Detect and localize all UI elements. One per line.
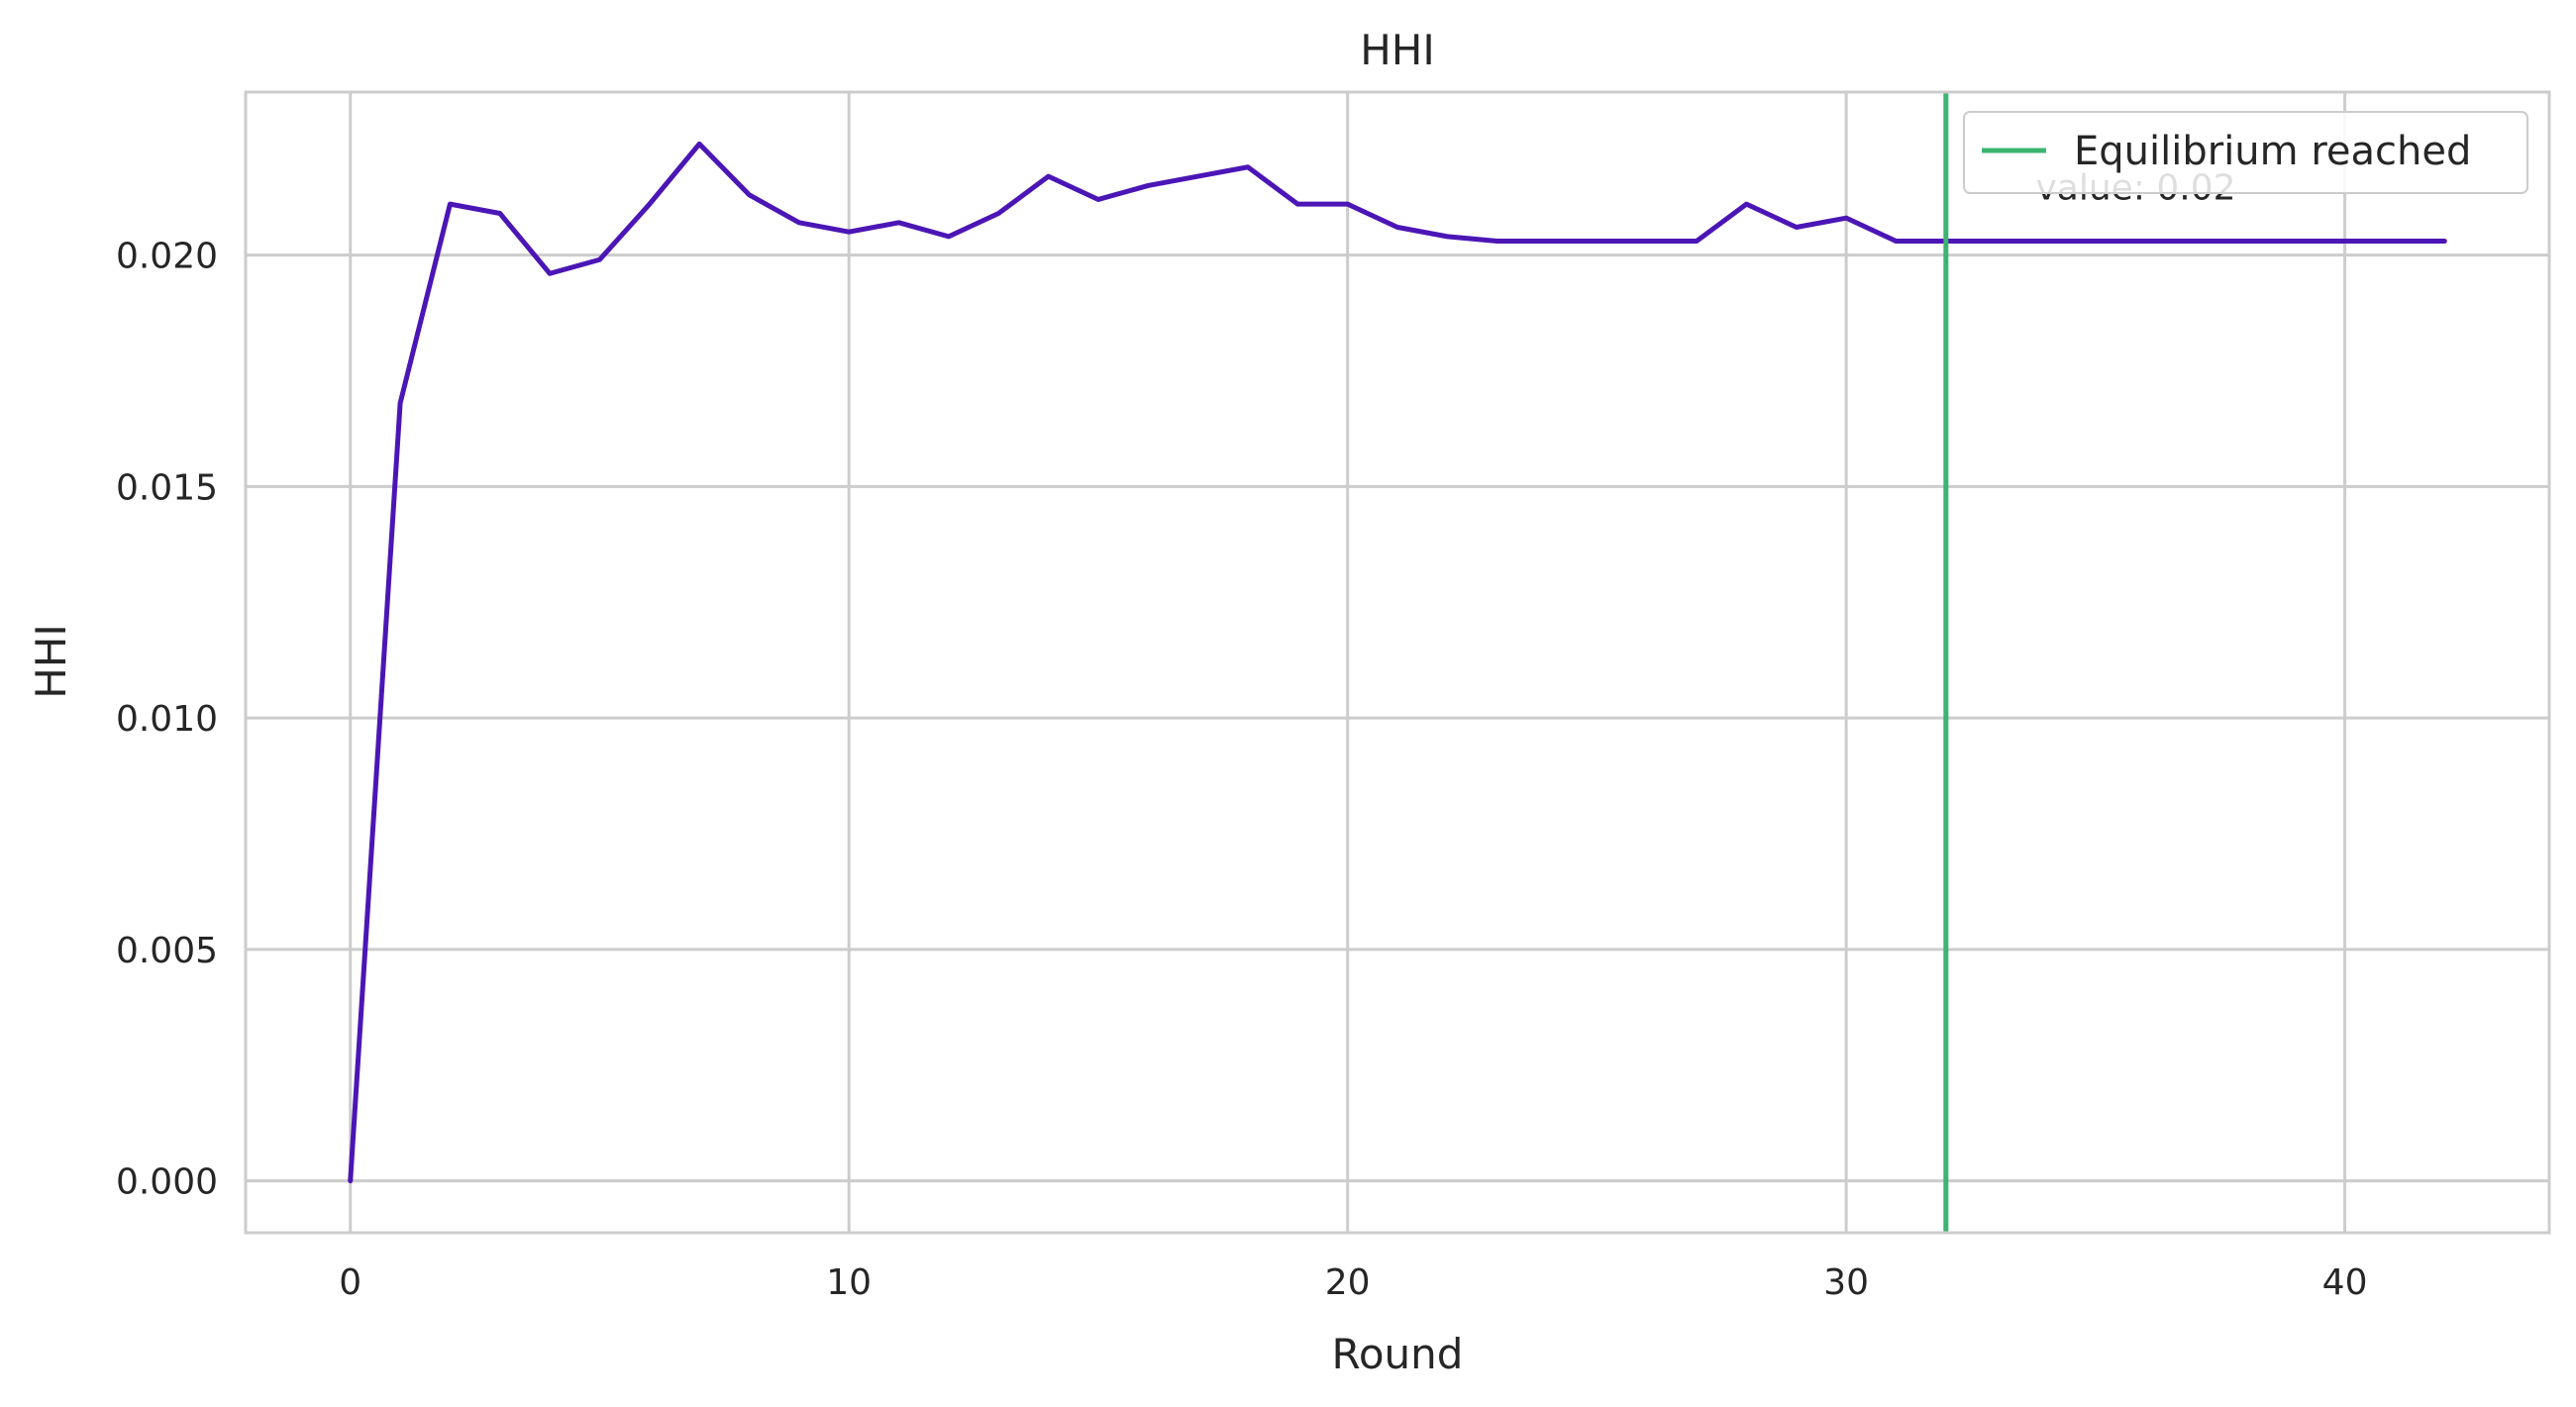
x-tick-label: 10 (826, 1262, 872, 1303)
hhi-data-point (1744, 202, 1748, 206)
hhi-data-point (847, 230, 851, 234)
x-tick-label: 30 (1823, 1262, 1869, 1303)
tick-labels: 0 10 20 30 40 0.000 0.005 0.010 0.015 0.020 (116, 237, 2368, 1303)
hhi-data-point (2143, 240, 2147, 244)
hhi-series-line (348, 141, 2447, 1184)
x-axis-title: Round (1332, 1330, 1464, 1378)
hhi-data-point (548, 271, 552, 275)
hhi-data-point (996, 211, 1000, 215)
legend-label-equilibrium: Equilibrium reached (2074, 129, 2471, 174)
hhi-data-point (498, 211, 502, 215)
hhi-data-point (1096, 197, 1100, 201)
series-layer (348, 141, 2447, 1184)
hhi-data-point (2293, 240, 2297, 244)
hhi-data-point (2243, 240, 2247, 244)
hhi-data-point (2343, 240, 2347, 244)
grid-lines (246, 92, 2549, 1233)
hhi-data-point (1545, 240, 1549, 244)
hhi-data-point (2094, 240, 2098, 244)
y-tick-label: 0.015 (116, 467, 218, 508)
hhi-data-point (2044, 240, 2048, 244)
hhi-data-point (747, 193, 751, 197)
hhi-data-point (1395, 226, 1399, 230)
legend-box (1963, 111, 2528, 194)
hhi-data-point (398, 401, 402, 405)
x-tick-label: 40 (2322, 1262, 2368, 1303)
hhi-data-point (648, 202, 652, 206)
y-tick-label: 0.020 (116, 237, 218, 277)
hhi-data-point (1047, 174, 1051, 178)
y-tick-label: 0.005 (116, 931, 218, 971)
hhi-data-point (1146, 183, 1150, 187)
hhi-data-point (2194, 240, 2198, 244)
hhi-data-point (1196, 174, 1200, 178)
hhi-data-point (947, 235, 951, 239)
x-tick-label: 0 (339, 1262, 361, 1303)
hhi-data-point (1844, 216, 1848, 220)
hhi-data-point (1246, 165, 1250, 169)
y-tick-label: 0.010 (116, 699, 218, 740)
hhi-data-point (1994, 240, 1998, 244)
hhi-data-point (897, 221, 901, 225)
hhi-data-point (797, 221, 801, 225)
hhi-data-point (349, 1179, 353, 1183)
hhi-data-point (1595, 240, 1598, 244)
y-tick-label: 0.000 (116, 1162, 218, 1203)
chart-title: HHI (1360, 26, 1435, 74)
hhi-data-point (1695, 240, 1699, 244)
hhi-data-point (1295, 202, 1299, 206)
legend: Equilibrium reached (1963, 111, 2528, 194)
x-tick-label: 20 (1325, 1262, 1371, 1303)
hhi-data-point (697, 142, 701, 146)
hhi-data-point (2393, 240, 2397, 244)
hhi-data-point (1346, 202, 1350, 206)
hhi-data-point (1894, 240, 1898, 244)
hhi-data-point (448, 202, 452, 206)
hhi-data-point (1445, 235, 1449, 239)
y-axis-title: HHI (27, 624, 75, 699)
hhi-data-point (2442, 240, 2446, 244)
plot-frame (244, 90, 2551, 1235)
hhi-data-point (1495, 240, 1499, 244)
hhi-data-point (1795, 226, 1799, 230)
hhi-data-point (1645, 240, 1649, 244)
hhi-data-point (597, 257, 601, 261)
